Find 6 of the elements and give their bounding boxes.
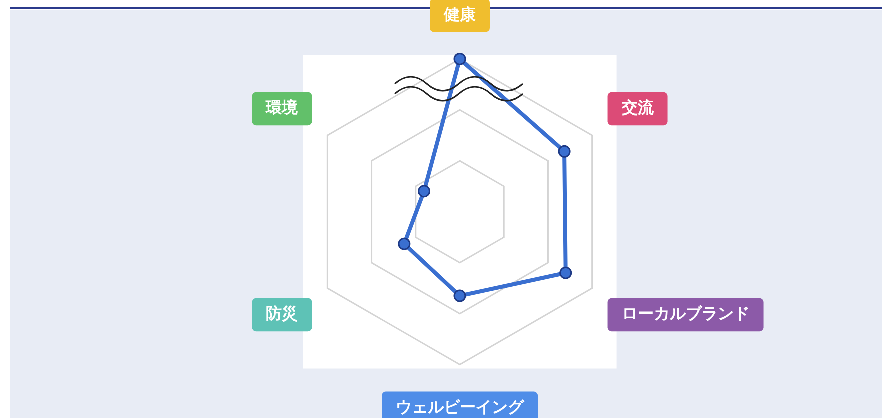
spoke-label: 交流 xyxy=(620,98,655,118)
spoke-label: ウェルビーイング xyxy=(396,398,525,417)
spoke-label: 防災 xyxy=(266,304,298,324)
spoke-label: 環境 xyxy=(265,98,300,118)
spoke-label: ローカルブランド xyxy=(622,304,750,324)
spoke-label: 健康 xyxy=(443,4,477,24)
